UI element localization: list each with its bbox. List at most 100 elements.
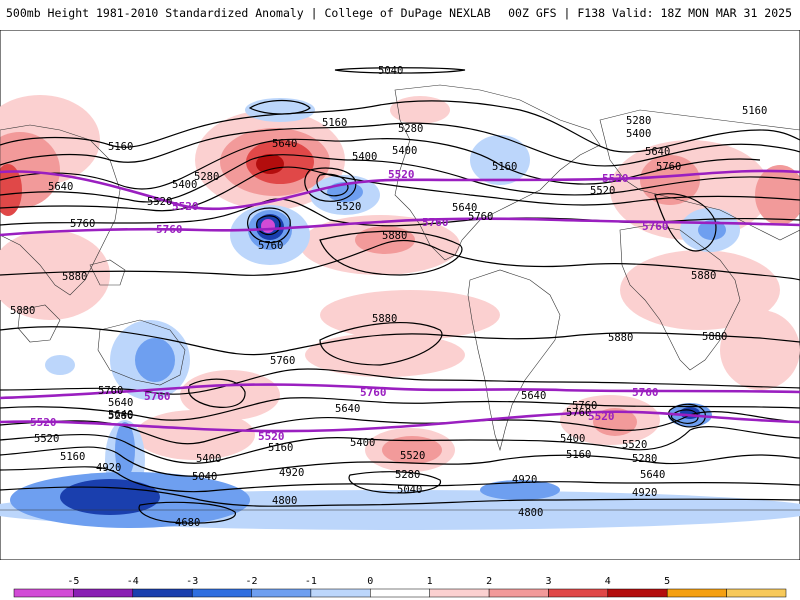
ref-label-5760: 5760	[156, 223, 183, 236]
label-5040: 5040	[378, 65, 403, 77]
label-5160: 5160	[492, 161, 517, 173]
colorbar-tick-label: -1	[305, 576, 317, 587]
label-5880: 5880	[10, 305, 35, 317]
label-5280: 5280	[395, 469, 420, 481]
label-5640: 5640	[645, 146, 670, 158]
ref-label-5520: 5520	[172, 200, 199, 213]
label-4800: 4800	[272, 495, 297, 507]
ref-label-5520: 5520	[30, 416, 57, 429]
colorbar-tick-label: -4	[127, 576, 139, 587]
label-5400: 5400	[392, 145, 417, 157]
ref-label-5760: 5760	[422, 216, 449, 229]
colorbar-swatch	[191, 588, 252, 598]
reference-contours	[0, 169, 800, 433]
label-5280: 5280	[194, 171, 219, 183]
label-5160: 5160	[108, 141, 133, 153]
colorbar-tick-label: -2	[245, 576, 257, 587]
label-5880: 5880	[691, 270, 716, 282]
ref-label-5520: 5520	[588, 410, 615, 423]
label-5160: 5160	[566, 449, 591, 461]
colorbar-tick-label: 3	[545, 576, 551, 587]
label-5160: 5160	[60, 451, 85, 463]
label-5280: 5280	[626, 115, 651, 127]
label-5640: 5640	[521, 390, 546, 402]
colorbar-swatch	[607, 588, 668, 598]
colorbar: -5 -4 -3 -2 -1 0 1 2 3 4 5	[13, 576, 787, 598]
label-5760: 5760	[656, 161, 681, 173]
reference-labels: 5520 5520 5520 5760 5760 5760 5760 5760 …	[30, 168, 669, 443]
colorbar-swatch	[73, 588, 134, 598]
label-5760: 5760	[468, 211, 493, 223]
colorbar-tick-label: 5	[664, 576, 670, 587]
label-5760: 5760	[572, 400, 597, 412]
label-5640: 5640	[108, 409, 133, 421]
label-5280: 5280	[632, 453, 657, 465]
label-5760: 5760	[566, 407, 591, 419]
label-5640: 5640	[48, 181, 73, 193]
colorbar-swatch	[666, 588, 727, 598]
label-5640: 5640	[108, 397, 133, 409]
label-5520: 5520	[34, 433, 59, 445]
label-5520: 5520	[590, 185, 615, 197]
ref-label-5520: 5520	[388, 168, 415, 181]
colorbar-swatch	[429, 588, 490, 598]
label-5880: 5880	[608, 332, 633, 344]
label-5160: 5160	[322, 117, 347, 129]
colorbar-tick-label: 2	[486, 576, 492, 587]
chart-title: 500mb Height 1981-2010 Standardized Anom…	[6, 6, 491, 20]
label-5640: 5640	[452, 202, 477, 214]
ref-label-5520: 5520	[258, 430, 285, 443]
ref-label-5760: 5760	[642, 220, 669, 233]
label-5400: 5400	[172, 179, 197, 191]
colorbar-swatch	[488, 588, 549, 598]
colorbar-swatches	[13, 588, 787, 598]
label-4920: 4920	[632, 487, 657, 499]
label-5880: 5880	[372, 313, 397, 325]
colorbar-tick-label: 1	[427, 576, 433, 587]
label-5760: 5760	[70, 218, 95, 230]
label-5640: 5640	[335, 403, 360, 415]
ref-label-5760: 5760	[632, 386, 659, 399]
label-5040: 5040	[397, 484, 422, 496]
label-4920: 4920	[279, 467, 304, 479]
label-5760: 5760	[258, 240, 283, 252]
colorbar-swatch	[132, 588, 193, 598]
label-5760: 5760	[98, 385, 123, 397]
label-5160: 5160	[742, 105, 767, 117]
label-5040: 5040	[192, 471, 217, 483]
label-5160: 5160	[268, 442, 293, 454]
label-4800: 4800	[518, 507, 543, 519]
ref-label-5760: 5760	[360, 386, 387, 399]
label-5400: 5400	[560, 433, 585, 445]
label-4920: 4920	[96, 462, 121, 474]
label-5520: 5520	[622, 439, 647, 451]
label-5400: 5400	[352, 151, 377, 163]
label-5880: 5880	[702, 331, 727, 343]
label-5400: 5400	[196, 453, 221, 465]
label-5880: 5880	[382, 230, 407, 242]
label-5640: 5640	[640, 469, 665, 481]
label-4680: 4680	[175, 517, 200, 529]
ref-label-5760: 5760	[144, 390, 171, 403]
label-5280: 5280	[398, 123, 423, 135]
colorbar-tick-label: 0	[367, 576, 373, 587]
label-4920: 4920	[512, 474, 537, 486]
label-5520: 5520	[400, 450, 425, 462]
colorbar-tick-label: -3	[186, 576, 198, 587]
label-5520: 5520	[336, 201, 361, 213]
label-5520: 5520	[147, 196, 172, 208]
label-5280: 5280	[108, 410, 133, 422]
colorbar-ticks: -5 -4 -3 -2 -1 0 1 2 3 4 5	[67, 576, 670, 587]
height-contours	[0, 67, 800, 524]
label-5400: 5400	[626, 128, 651, 140]
colorbar-swatch	[370, 588, 430, 598]
colorbar-swatch	[548, 588, 609, 598]
coastlines	[0, 84, 800, 511]
colorbar-swatch	[726, 588, 787, 598]
label-5760: 5760	[270, 355, 295, 367]
model-run-info: 00Z GFS | F138 Valid: 18Z MON MAR 31 202…	[508, 6, 792, 20]
colorbar-swatch	[310, 588, 371, 598]
label-5400: 5400	[350, 437, 375, 449]
label-5880: 5880	[62, 271, 87, 283]
anomaly-map: 5040 5160 5160 5160 5160 5280 5280 5280 …	[0, 30, 800, 560]
